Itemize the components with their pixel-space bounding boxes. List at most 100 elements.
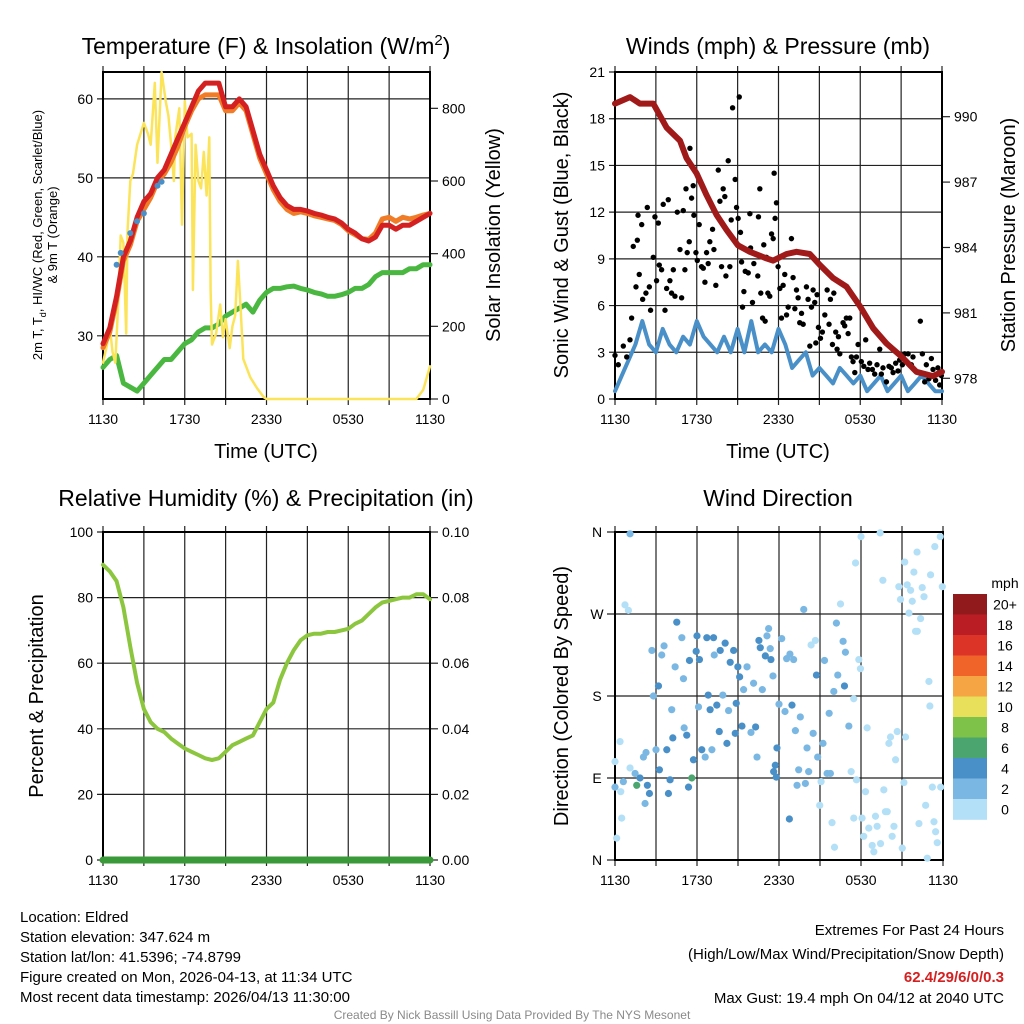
gust-point	[758, 290, 764, 296]
wind-direction-point	[645, 789, 654, 798]
gust-point	[810, 287, 816, 293]
wind-direction-point	[793, 781, 801, 789]
gust-point	[668, 290, 675, 296]
gust-point	[722, 193, 728, 200]
heat-index-windchill-point	[140, 210, 147, 217]
wind-direction-point	[730, 646, 738, 655]
winds-x-axis-label: Time (UTC)	[726, 441, 830, 463]
y-tick-label: 0	[597, 391, 605, 407]
gust-point	[921, 379, 928, 385]
gust-point	[688, 195, 695, 201]
wind-direction-point	[805, 768, 813, 776]
wind-direction-point	[931, 542, 939, 551]
x-tick-label: 1130	[600, 411, 630, 427]
wind-direction-point	[749, 679, 758, 687]
gust-point	[667, 277, 673, 284]
gust-point	[705, 260, 711, 267]
gust-point	[917, 318, 924, 324]
gust-point	[827, 296, 834, 303]
sonic-wind-line	[613, 319, 944, 394]
wind-direction-point	[654, 682, 663, 690]
wind-direction-point	[817, 778, 825, 786]
gust-point	[728, 217, 734, 223]
x-tick-label: 1130	[415, 872, 445, 888]
gust-point	[615, 362, 621, 368]
gust-point	[767, 293, 773, 299]
wind-direction-point	[747, 728, 755, 737]
gust-point	[690, 182, 696, 189]
wind-direction-point	[883, 808, 891, 816]
panel-3-axes: 0 20 40 60 80 100 0.00 0.02 0.04 0.06 0.08 0.10 1130…	[70, 524, 470, 888]
gust-point	[656, 262, 662, 268]
direction-tick-label: N	[592, 852, 602, 868]
gust-point	[837, 351, 843, 357]
wind-direction-point	[786, 650, 794, 658]
y-tick-label: 3	[597, 344, 605, 360]
wind-direction-point	[721, 639, 729, 647]
gust-point	[808, 304, 815, 310]
wind-direction-point	[814, 753, 822, 761]
wind-direction-point	[901, 733, 910, 741]
gust-point	[831, 290, 837, 296]
gust-point	[847, 315, 853, 321]
wind-direction-point	[726, 658, 734, 666]
wind-direction-point	[736, 673, 744, 681]
wind-direction-point	[891, 756, 900, 764]
gust-point	[835, 334, 842, 340]
wind-direction-point	[819, 739, 827, 747]
wind-direction-point	[870, 848, 878, 856]
wind-direction-point	[834, 671, 842, 679]
gust-point	[869, 366, 876, 373]
x-tick-label: 1730	[681, 872, 712, 888]
gust-point	[687, 145, 693, 151]
pressure-y-axis-label: Station Pressure (Maroon)	[998, 118, 1020, 353]
wind-direction-point	[688, 774, 696, 782]
gust-point	[815, 324, 822, 331]
latlon-text: Station lat/lon: 41.5396; -74.8799	[20, 949, 241, 966]
y-tick-label: 80	[77, 590, 93, 606]
wind-direction-point	[731, 729, 739, 737]
y-tick-label: 50	[77, 170, 93, 186]
wind-direction-point	[738, 722, 746, 730]
x-tick-label: 2330	[251, 411, 282, 427]
y-tick-label: 40	[77, 249, 93, 265]
gust-point	[630, 243, 636, 250]
x-tick-label: 0530	[845, 411, 876, 427]
wind-direction-point	[855, 655, 863, 664]
gust-point	[713, 282, 719, 289]
gust-point	[711, 246, 717, 253]
gust-point	[829, 341, 836, 348]
insolation-line	[101, 70, 432, 401]
wind-direction-point	[621, 601, 629, 609]
wind-direction-point	[850, 695, 858, 703]
gust-point	[805, 296, 811, 303]
gust-point	[677, 246, 683, 253]
wind-direction-point	[801, 779, 809, 788]
y-tick-label: 12	[589, 204, 605, 220]
gust-point	[620, 343, 627, 349]
temperature-y-axis-label: 2m T, Td, HI/WC (Red, Green, Scarlet/Blu…	[30, 110, 48, 360]
right-y-tick-label: 800	[442, 100, 466, 116]
wind-direction-point	[900, 778, 908, 787]
heat-index-windchill-point	[134, 218, 141, 225]
gust-point	[936, 382, 943, 388]
humidity-y-axis-label: Percent & Precipitation	[26, 594, 48, 797]
wind-direction-point	[828, 819, 836, 827]
wind-direction-point	[816, 801, 824, 809]
wind-direction-point	[915, 819, 923, 828]
gust-point	[850, 358, 856, 365]
wind-direction-point	[868, 841, 876, 850]
wind-direction-point	[767, 655, 775, 664]
wind-direction-point	[734, 663, 742, 671]
location-text: Location: Eldred	[20, 909, 128, 926]
colorbar-label: 18	[997, 617, 1013, 633]
wind-direction-point	[763, 632, 771, 640]
gust-point	[644, 204, 650, 211]
gust-point	[803, 284, 810, 290]
wind-direction-point	[858, 814, 866, 822]
gust-point	[778, 315, 785, 321]
wind-direction-point	[861, 788, 870, 796]
gust-point	[647, 307, 654, 313]
wind-direction-point	[709, 634, 718, 642]
